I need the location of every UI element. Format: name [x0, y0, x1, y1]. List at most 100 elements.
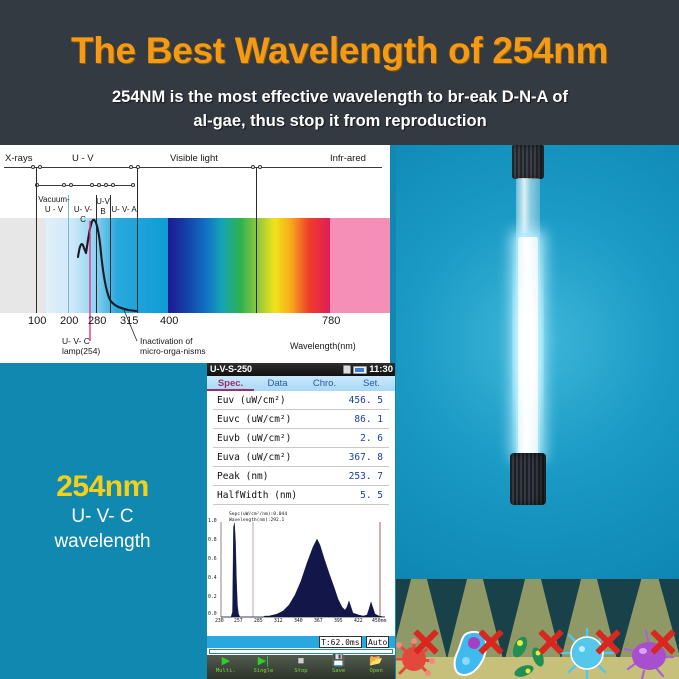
axis-node-icon: [31, 165, 35, 169]
row-label: HalfWidth (nm): [217, 489, 298, 501]
open-button[interactable]: 📂 Open: [357, 655, 395, 679]
plot-annotation-spec: Sepc(uW/cm²/nm):0.044: [229, 512, 288, 517]
stop-button[interactable]: ■ Stop: [282, 655, 320, 679]
annotation-inactivation-line2: micro-orga-nisms: [140, 346, 206, 356]
device-tab-bar[interactable]: Spec. Data Chro. Set.: [207, 376, 395, 391]
step-forward-icon: ▶|: [257, 655, 270, 667]
multi-button-label: Multi.: [215, 668, 236, 674]
axis-node-icon: [258, 165, 262, 169]
caption-wavelength: wavelength: [54, 531, 151, 552]
y-tick-0-8: 0.8: [208, 538, 217, 543]
row-value: 2. 6: [360, 432, 383, 444]
axis-node-icon: [38, 165, 42, 169]
x-tick-285: 285: [254, 619, 263, 624]
microbe-inactivation-band: [396, 579, 679, 679]
xray-band-strip: [0, 218, 46, 313]
integration-time-chip[interactable]: T:62.0ms: [319, 636, 362, 648]
uv-band-strip: [46, 218, 168, 313]
boundary-line-315: [110, 195, 111, 313]
x-tick-230: 230: [215, 619, 224, 624]
row-label: Euvc (uW/cm²): [217, 413, 292, 425]
uv-subband-rule: [35, 185, 135, 186]
x-tick-367: 367: [314, 619, 323, 624]
label-visible-light: Visible light: [170, 153, 218, 164]
axis-node-icon: [111, 183, 115, 187]
infrared-band-strip: [330, 218, 390, 313]
y-tick-0-0: 0.0: [208, 612, 217, 617]
annotation-uvc-lamp-line1: U- V- C: [62, 336, 90, 346]
label-uvc: U- V- C: [73, 205, 93, 224]
device-toolbar[interactable]: ▶ Multi. ▶| Single ■ Stop 💾 Save 📂 O: [207, 655, 395, 679]
folder-icon: 📂: [369, 655, 384, 667]
electromagnetic-spectrum-diagram: X-rays U - V Visible light Infr-ared Vac…: [0, 145, 390, 363]
label-infrared: Infr-ared: [330, 153, 366, 164]
battery-icon: [353, 365, 368, 374]
axis-node-icon: [129, 165, 133, 169]
boundary-line-280: [96, 195, 97, 313]
clock-label: 11:30: [369, 364, 393, 375]
visible-band-strip: [168, 218, 330, 313]
measurement-table: Euv (uW/cm²) 456. 5 Euvc (uW/cm²) 86. 1 …: [207, 391, 395, 505]
axis-node-icon: [136, 165, 140, 169]
row-label: Peak (nm): [217, 470, 269, 482]
label-uv: U - V: [72, 153, 94, 164]
label-uva: U- V- A: [111, 205, 137, 214]
annotation-uvc-lamp: U- V- C lamp(254): [62, 336, 100, 356]
top-axis-rule: [4, 167, 382, 168]
single-button[interactable]: ▶| Single: [245, 655, 283, 679]
x-tick-257: 257: [234, 619, 243, 624]
row-label: Euvb (uW/cm²): [217, 432, 292, 444]
axis-node-icon: [97, 183, 101, 187]
row-label: Euva (uW/cm²): [217, 451, 292, 463]
auto-mode-chip[interactable]: Auto: [366, 636, 390, 648]
axis-node-icon: [62, 183, 66, 187]
x-tick-422: 422: [354, 619, 363, 624]
uv-c-lamp-tube: [504, 145, 552, 515]
tab-chro[interactable]: Chro.: [312, 378, 337, 389]
stop-icon: ■: [297, 655, 305, 667]
cross-mark-icon: [593, 627, 623, 657]
boundary-line-200: [68, 195, 69, 313]
y-tick-1-0: 1.0: [208, 519, 217, 524]
boundary-line-400: [137, 168, 138, 313]
lamp-top-cap: [512, 145, 544, 179]
y-tick-0-6: 0.6: [208, 557, 217, 562]
tick-315: 315: [120, 315, 139, 327]
plot-annotation-wavelength: Wavelength(nm):292.1: [229, 517, 285, 523]
y-tick-0-2: 0.2: [208, 595, 217, 600]
row-value: 456. 5: [348, 394, 383, 406]
x-tick-395: 395: [334, 619, 343, 624]
device-bottom-bar: T:62.0ms Auto ▶ Multi. ▶| Single ■ Stop …: [207, 636, 395, 679]
table-row: Euv (uW/cm²) 456. 5: [213, 391, 389, 410]
row-value: 5. 5: [360, 489, 383, 501]
boundary-line-780: [256, 168, 257, 313]
x-tick-340: 340: [294, 619, 303, 624]
progress-bar: [209, 649, 393, 654]
boundary-line-100: [36, 168, 37, 313]
row-value: 253. 7: [348, 470, 383, 482]
annotation-inactivation: Inactivation of micro-orga-nisms: [140, 336, 206, 356]
tab-set[interactable]: Set.: [363, 378, 380, 389]
plot-annotation: Sepc(uW/cm²/nm):0.044 Wavelength(nm):292…: [229, 512, 287, 523]
device-status-area: 11:30: [343, 363, 393, 376]
y-tick-0-4: 0.4: [208, 576, 217, 581]
tab-spec[interactable]: Spec.: [207, 376, 254, 391]
label-vacuum-uv: Vacuum- U - V: [38, 195, 70, 214]
label-uvb: U-V B: [96, 197, 110, 216]
lamp-bottom-cap: [510, 453, 546, 505]
spectrometer-screen[interactable]: U-V-S-250 11:30 Spec. Data Chro. Set. Eu…: [207, 363, 395, 679]
axis-title-wavelength: Wavelength(nm): [290, 341, 356, 351]
subtitle-line-2: al-gae, thus stop it from reproduction: [193, 112, 487, 130]
spectral-plot: Sepc(uW/cm²/nm):0.044 Wavelength(nm):292…: [207, 511, 395, 636]
tick-280: 280: [88, 315, 107, 327]
multi-button[interactable]: ▶ Multi.: [207, 655, 245, 679]
cross-mark-icon: [648, 627, 678, 657]
x-tick-312: 312: [274, 619, 283, 624]
label-xrays: X-rays: [5, 153, 33, 164]
wavelength-caption: 254nm U- V- C wavelength: [0, 470, 205, 554]
tab-data[interactable]: Data: [267, 378, 288, 389]
save-button[interactable]: 💾 Save: [320, 655, 358, 679]
row-value: 86. 1: [354, 413, 383, 425]
stop-button-label: Stop: [294, 668, 308, 674]
